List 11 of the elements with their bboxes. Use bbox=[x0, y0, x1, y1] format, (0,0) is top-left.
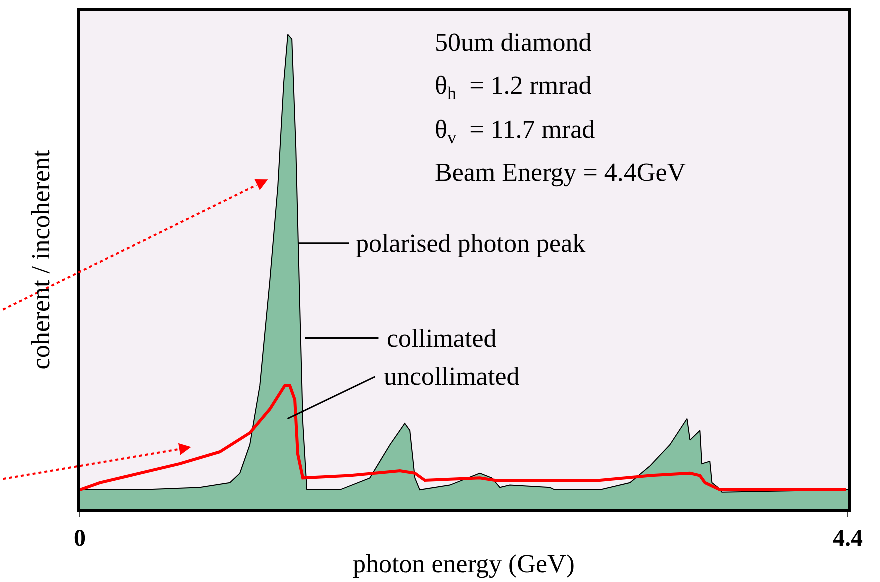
legend-label: collimated bbox=[387, 324, 497, 353]
annotation: θ$_{h}$ = 1.2 rmrad bbox=[435, 71, 592, 104]
annotation: θ$_{v}$ = 11.7 mrad bbox=[435, 115, 596, 148]
annotation: Beam Energy = 4.4GeV bbox=[435, 158, 686, 187]
x-axis-title: photon energy (GeV) bbox=[353, 550, 575, 578]
annotation: 50um diamond bbox=[435, 28, 592, 57]
y-axis-title: coherent / incoherent bbox=[26, 150, 56, 370]
x-tick-label: 0 bbox=[74, 526, 86, 552]
annotation: polarised photon peak bbox=[356, 229, 586, 258]
text: uncollimated bbox=[384, 362, 520, 391]
x-tick-label: 4.4 bbox=[833, 526, 863, 552]
